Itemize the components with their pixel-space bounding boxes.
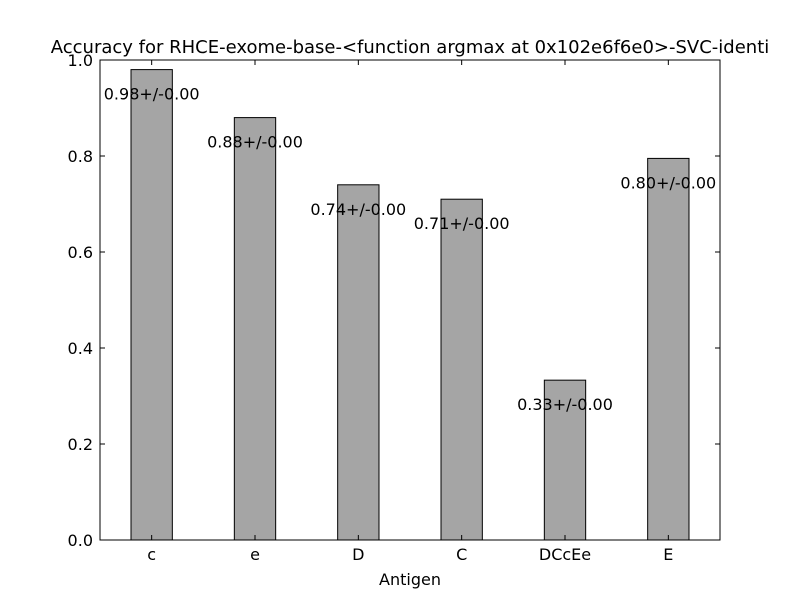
bar-C: [440, 198, 483, 541]
bars-layer: [130, 69, 690, 541]
value-label-DCcEe: 0.33+/-0.00: [517, 395, 613, 414]
x-tick-label-e: e: [250, 545, 260, 564]
value-label-E: 0.80+/-0.00: [620, 173, 716, 192]
ticks-layer: [100, 59, 720, 541]
value-label-e: 0.88+/-0.00: [207, 133, 303, 152]
x-tick-label-DCcEe: DCcEe: [539, 545, 591, 564]
y-tick-label-0.8: 0.8: [68, 147, 93, 166]
bar-D: [337, 184, 380, 541]
x-tick-label-C: C: [456, 545, 467, 564]
bar-c: [130, 69, 173, 541]
labels-layer: 0.98+/-0.00 c 0.88+/-0.00 e 0.74+/-0.00 D 0.71…: [68, 51, 717, 564]
y-tick-label-0.4: 0.4: [68, 339, 93, 358]
x-tick-label-c: c: [147, 545, 156, 564]
y-tick-label-0.6: 0.6: [68, 243, 93, 262]
x-axis-label: Antigen: [379, 570, 441, 589]
x-tick-label-D: D: [352, 545, 364, 564]
plot-frame: [99, 59, 721, 541]
y-tick-label-0.0: 0.0: [68, 531, 93, 550]
chart-title: Accuracy for RHCE-exome-base-<function a…: [51, 37, 770, 58]
y-tick-label-0.2: 0.2: [68, 435, 93, 454]
value-label-D: 0.74+/-0.00: [310, 200, 406, 219]
x-tick-label-E: E: [663, 545, 673, 564]
y-tick-label-1.0: 1.0: [68, 51, 93, 70]
bar-e: [233, 117, 277, 541]
value-label-C: 0.71+/-0.00: [414, 214, 510, 233]
bar-E: [647, 157, 690, 541]
value-label-c: 0.98+/-0.00: [104, 85, 200, 104]
